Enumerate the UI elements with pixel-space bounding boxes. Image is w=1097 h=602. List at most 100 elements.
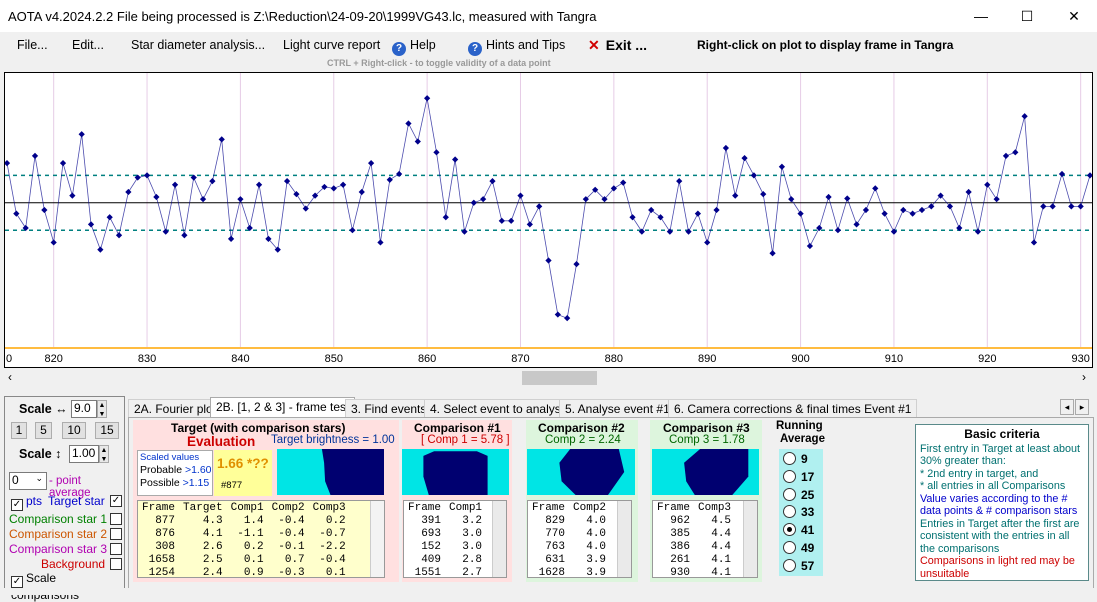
scale-v-input[interactable]: 1.00: [69, 445, 99, 463]
tab-fourier[interactable]: 2A. Fourier plot: [128, 399, 223, 417]
tab-scroll-right-icon[interactable]: ▸: [1075, 399, 1089, 415]
table-row[interactable]: 770 4.0: [528, 527, 610, 540]
minimize-button[interactable]: —: [974, 8, 988, 24]
tab-camera-corrections[interactable]: 6. Camera corrections & final times Even…: [668, 399, 918, 417]
comp1-table[interactable]: Frame Comp1 391 3.2 693 3.0 152 3.0 409 2.8 1551 2.…: [403, 500, 507, 579]
light-curve-svg[interactable]: 820 830 840 850 860 870 880 890 900 910 920 930 0: [3, 73, 1094, 367]
menu-hints[interactable]: ? Hints and Tips: [468, 38, 565, 56]
table-row[interactable]: 409 2.8: [404, 553, 486, 566]
light-curve-plot[interactable]: 820 830 840 850 860 870 880 890 900 910 920 930 0: [3, 72, 1094, 368]
target-table-scrollbar[interactable]: [370, 501, 384, 577]
menu-edit[interactable]: Edit...: [72, 38, 104, 52]
menu-exit[interactable]: ✕ Exit ...: [588, 37, 647, 54]
comp2-table-scrollbar[interactable]: [617, 501, 631, 577]
table-row[interactable]: 693 3.0: [404, 527, 486, 540]
plot-scroll-thumb[interactable]: [522, 371, 597, 385]
table-row[interactable]: 386 4.4: [653, 540, 735, 553]
tab-find-events[interactable]: 3. Find events: [345, 399, 433, 417]
comp1-table-scrollbar[interactable]: [492, 501, 506, 577]
table-row[interactable]: 763 4.0: [528, 540, 610, 553]
table-row[interactable]: 631 3.9: [528, 553, 610, 566]
table-row[interactable]: 1551 2.7: [404, 566, 486, 579]
comp1-table-header-cell: Frame: [408, 501, 442, 514]
table-row[interactable]: 876 4.1 -1.1 -0.4 -0.7: [138, 527, 350, 540]
data-point: [834, 227, 842, 234]
running-average-option[interactable]: 41: [783, 523, 823, 541]
preset-15-button[interactable]: 15: [95, 422, 119, 439]
data-point: [349, 227, 356, 234]
maximize-button[interactable]: ☐: [1020, 7, 1034, 24]
data-point: [498, 217, 505, 224]
tab-frame-test[interactable]: 2B. [1, 2 & 3] - frame test: [210, 397, 356, 417]
comp1-heading: Comparison #1: [414, 421, 501, 435]
data-point: [162, 228, 169, 235]
close-button[interactable]: ✕: [1068, 7, 1080, 24]
comp3-table-scrollbar[interactable]: [743, 501, 757, 577]
table-row[interactable]: 1658 2.5 0.1 0.7 -0.4: [138, 553, 350, 566]
running-average-option[interactable]: 57: [783, 558, 823, 577]
target-table-cell: 2.4: [202, 566, 223, 579]
table-row[interactable]: 385 4.4: [653, 527, 735, 540]
table-row[interactable]: 877 4.3 1.4 -0.4 0.2: [138, 514, 350, 527]
menu-star-diameter[interactable]: Star diameter analysis...: [131, 38, 266, 52]
scale-comparisons-checkbox[interactable]: ✓ Scale comparisons: [11, 571, 124, 602]
pts-checkbox[interactable]: ✓ pts: [11, 494, 42, 511]
comp1-sub: [ Comp 1 = 5.78 ]: [421, 434, 510, 446]
background-label: Background: [41, 557, 106, 571]
target-table[interactable]: Frame Target Comp1 Comp2 Comp3 877 4.3 1.4 -0.4 0…: [137, 500, 385, 579]
x-tick-label: 930: [1071, 353, 1089, 365]
data-point: [657, 214, 664, 221]
data-point: [844, 195, 851, 202]
scroll-left-icon[interactable]: ‹: [8, 370, 12, 384]
plot-scrollbar[interactable]: ‹ ›: [0, 369, 1097, 387]
comp2-table[interactable]: Frame Comp2 829 4.0 770 4.0 763 4.0 631 3.9 1628 3.…: [527, 500, 632, 579]
table-row[interactable]: 152 3.0: [404, 540, 486, 553]
tab-select-event[interactable]: 4. Select event to analyse: [424, 399, 574, 417]
running-average-option[interactable]: 49: [783, 540, 823, 559]
tab-scroll-left-icon[interactable]: ◂: [1060, 399, 1074, 415]
comp3-table[interactable]: Frame Comp3 962 4.5 385 4.4 386 4.4 261 4.1 930 4.1: [652, 500, 758, 579]
criteria-line-2: * 2nd entry in target, and: [920, 467, 1039, 480]
background-checkbox[interactable]: [110, 558, 122, 570]
preset-10-button[interactable]: 10: [62, 422, 86, 439]
preset-5-button[interactable]: 5: [35, 422, 52, 439]
target-star-checkbox[interactable]: ✓: [110, 495, 122, 507]
comp1-checkbox[interactable]: [110, 513, 122, 525]
data-point: [797, 210, 804, 217]
table-row[interactable]: 308 2.6 0.2 -0.1 -2.2: [138, 540, 350, 553]
histogram-svg: [321, 449, 384, 495]
comp2-table-header-cell: Comp2: [573, 501, 607, 514]
data-point: [69, 192, 76, 199]
running-average-option[interactable]: 33: [783, 505, 823, 523]
target-table-cell: -0.4: [319, 553, 346, 566]
table-row[interactable]: 261 4.1: [653, 553, 735, 566]
scale-h-input[interactable]: 9.0: [71, 400, 97, 418]
tab-analyse-event[interactable]: 5. Analyse event #1: [559, 399, 676, 417]
running-average-option[interactable]: 25: [783, 487, 823, 506]
menu-light-curve-report[interactable]: Light curve report: [283, 38, 381, 52]
hints-help-icon: ?: [468, 42, 482, 56]
data-point: [31, 152, 39, 160]
evaluation-label: Evaluation: [187, 434, 256, 449]
menu-help[interactable]: ? Help: [392, 38, 436, 56]
menu-file[interactable]: File...: [17, 38, 48, 52]
table-row[interactable]: 1254 2.4 0.9 -0.3 0.1: [138, 566, 350, 579]
table-row[interactable]: 1628 3.9: [528, 566, 610, 579]
data-point: [87, 221, 95, 228]
point-average-select[interactable]: 0 ⌄: [9, 472, 47, 490]
running-average-option[interactable]: 9: [783, 452, 823, 470]
target-table-cell: 1.4: [243, 514, 264, 527]
comp3-checkbox[interactable]: [110, 543, 122, 555]
scale-v-spinner[interactable]: ▲ ▼: [99, 445, 109, 463]
table-row[interactable]: 962 4.5: [653, 514, 735, 527]
running-average-option[interactable]: 17: [783, 469, 823, 488]
scale-h-spinner[interactable]: ▲ ▼: [97, 400, 107, 418]
table-row[interactable]: 930 4.1: [653, 566, 735, 579]
table-row[interactable]: 829 4.0: [528, 514, 610, 527]
series-line: [6, 98, 1091, 319]
table-row[interactable]: 391 3.2: [404, 514, 486, 527]
preset-1-button[interactable]: 1: [11, 422, 27, 439]
scroll-right-icon[interactable]: ›: [1082, 370, 1086, 384]
data-point: [694, 210, 701, 217]
comp2-checkbox[interactable]: [110, 528, 122, 540]
